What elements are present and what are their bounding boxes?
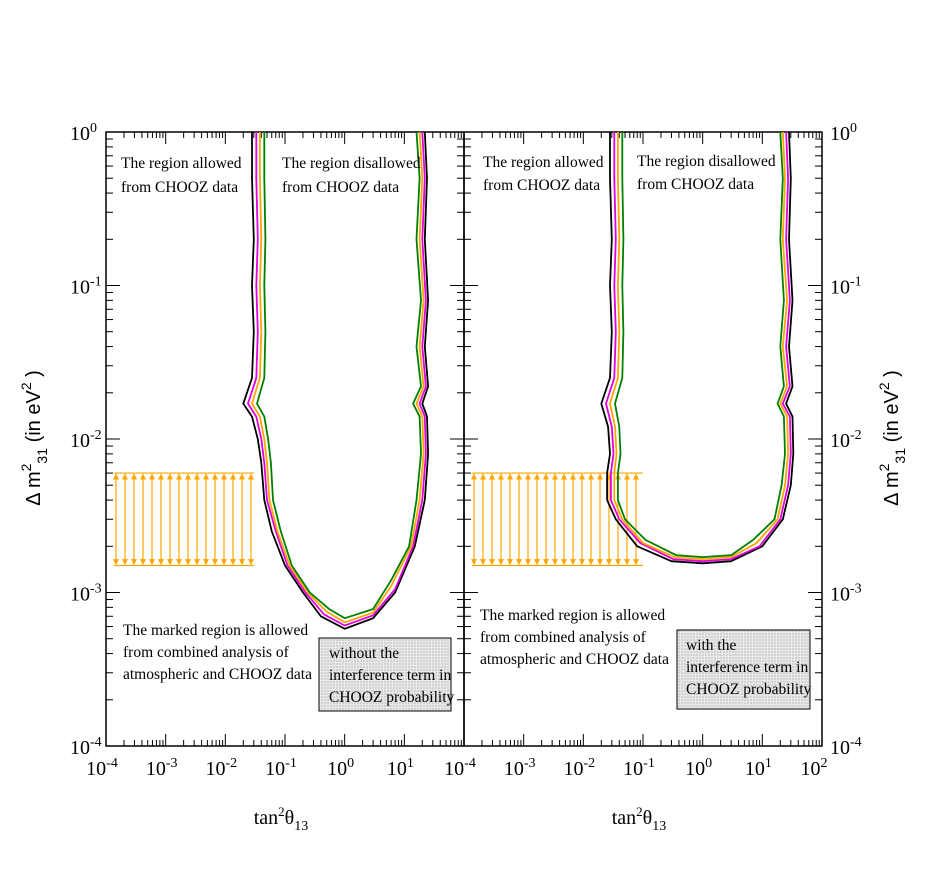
y-tick-label: 10-1 xyxy=(70,275,102,299)
y-tick-label: 10-1 xyxy=(830,275,862,299)
x-axis-label: tan2θ13 xyxy=(612,804,667,834)
annotation-disallowed: The region disallowed xyxy=(637,153,776,170)
x-tick-label: 101 xyxy=(387,756,414,780)
contour-line xyxy=(242,131,430,630)
y-tick-label: 10-2 xyxy=(830,428,862,452)
x-tick-label: 10-2 xyxy=(563,756,595,780)
x-tick-label: 10-3 xyxy=(504,756,536,780)
x-axis-label: tan2θ13 xyxy=(254,804,309,834)
y-axis-labels: Δ m231 (in eV2 ) Δ m231 (in eV2 ) xyxy=(18,370,908,506)
annotation-disallowed: The region disallowed xyxy=(282,155,421,172)
y-tick-label: 100 xyxy=(70,121,97,145)
legend-box-text: CHOOZ probability xyxy=(329,689,455,706)
y-tick-label: 10-3 xyxy=(830,582,862,606)
legend-box-text: interference term in xyxy=(686,659,808,676)
legend-box xyxy=(318,637,452,712)
x-tick-label: 10-4 xyxy=(86,756,118,780)
contour-line xyxy=(256,131,422,620)
contour-line xyxy=(251,131,425,624)
annotation-allowed: from CHOOZ data xyxy=(483,177,600,194)
contour-line xyxy=(609,131,790,561)
right-panel: 10-4 10-3 10-2 10-1 100 101 10210-410-310-210-… xyxy=(444,121,862,834)
annotation-marked: from combined analysis of xyxy=(480,629,647,646)
x-tick-label: 101 xyxy=(745,756,772,780)
annotation-marked: from combined analysis of xyxy=(123,644,290,661)
legend-box-text: CHOOZ probability xyxy=(686,681,812,698)
x-tick-label: 10-4 xyxy=(444,756,476,780)
y-axis-label-left: Δ m231 (in eV2 ) xyxy=(18,370,50,506)
y-tick-label: 10-2 xyxy=(70,428,102,452)
annotation-marked: The marked region is allowed xyxy=(123,622,308,639)
annotation-disallowed: from CHOOZ data xyxy=(637,176,754,193)
marked-region xyxy=(471,472,643,567)
marked-region xyxy=(113,472,254,567)
x-tick-label: 100 xyxy=(685,756,712,780)
y-axis-label-right: Δ m231 (in eV2 ) xyxy=(876,370,908,506)
annotation-marked: atmospheric and CHOOZ data xyxy=(480,651,669,668)
y-tick-label: 10-4 xyxy=(830,735,862,759)
contour-line xyxy=(247,131,427,627)
legend-box-text: interference term in xyxy=(329,667,451,684)
contour-line xyxy=(605,131,792,563)
x-tick-label: 10-2 xyxy=(205,756,237,780)
left-panel: 10-4 10-3 10-2 10-1 100 101 10-4 10-3 10-2 10-1 10… xyxy=(70,121,465,834)
contour-line xyxy=(600,131,795,565)
annotation-allowed: The region allowed xyxy=(483,154,604,171)
annotation-marked: The marked region is allowed xyxy=(480,607,665,624)
annotation-allowed: from CHOOZ data xyxy=(121,179,238,196)
x-tick-label: 100 xyxy=(327,756,354,780)
y-tick-label: 100 xyxy=(830,121,857,145)
x-tick-label: 10-1 xyxy=(623,756,655,780)
annotation-marked: atmospheric and CHOOZ data xyxy=(123,666,312,683)
annotation-allowed: The region allowed xyxy=(121,155,242,172)
legend-box-text: with the xyxy=(686,637,736,654)
y-tick-label: 10-4 xyxy=(70,735,102,759)
x-tick-label: 10-3 xyxy=(146,756,178,780)
x-tick-label: 102 xyxy=(801,756,828,780)
legend-box xyxy=(676,629,811,710)
contour-line xyxy=(614,131,786,559)
annotation-disallowed: from CHOOZ data xyxy=(282,179,399,196)
legend-box-text: without the xyxy=(329,645,399,662)
y-tick-label: 10-3 xyxy=(70,582,102,606)
x-tick-label: 10-1 xyxy=(265,756,297,780)
